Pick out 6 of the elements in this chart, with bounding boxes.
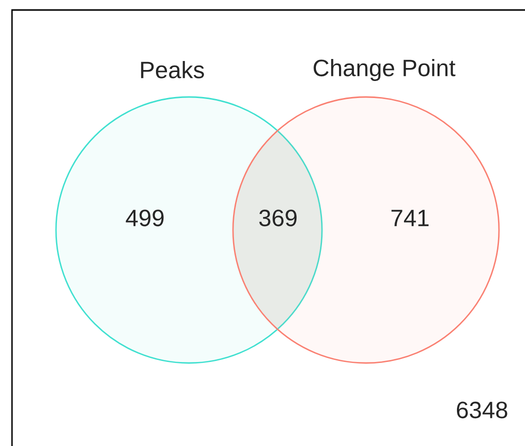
text: Change Point xyxy=(314,58,456,82)
data-label: 369 xyxy=(259,210,297,226)
data-label: 6348 xyxy=(456,402,508,418)
data-label: 741 xyxy=(392,210,429,226)
text: Peaks xyxy=(141,60,204,78)
data-label: 499 xyxy=(126,210,164,226)
